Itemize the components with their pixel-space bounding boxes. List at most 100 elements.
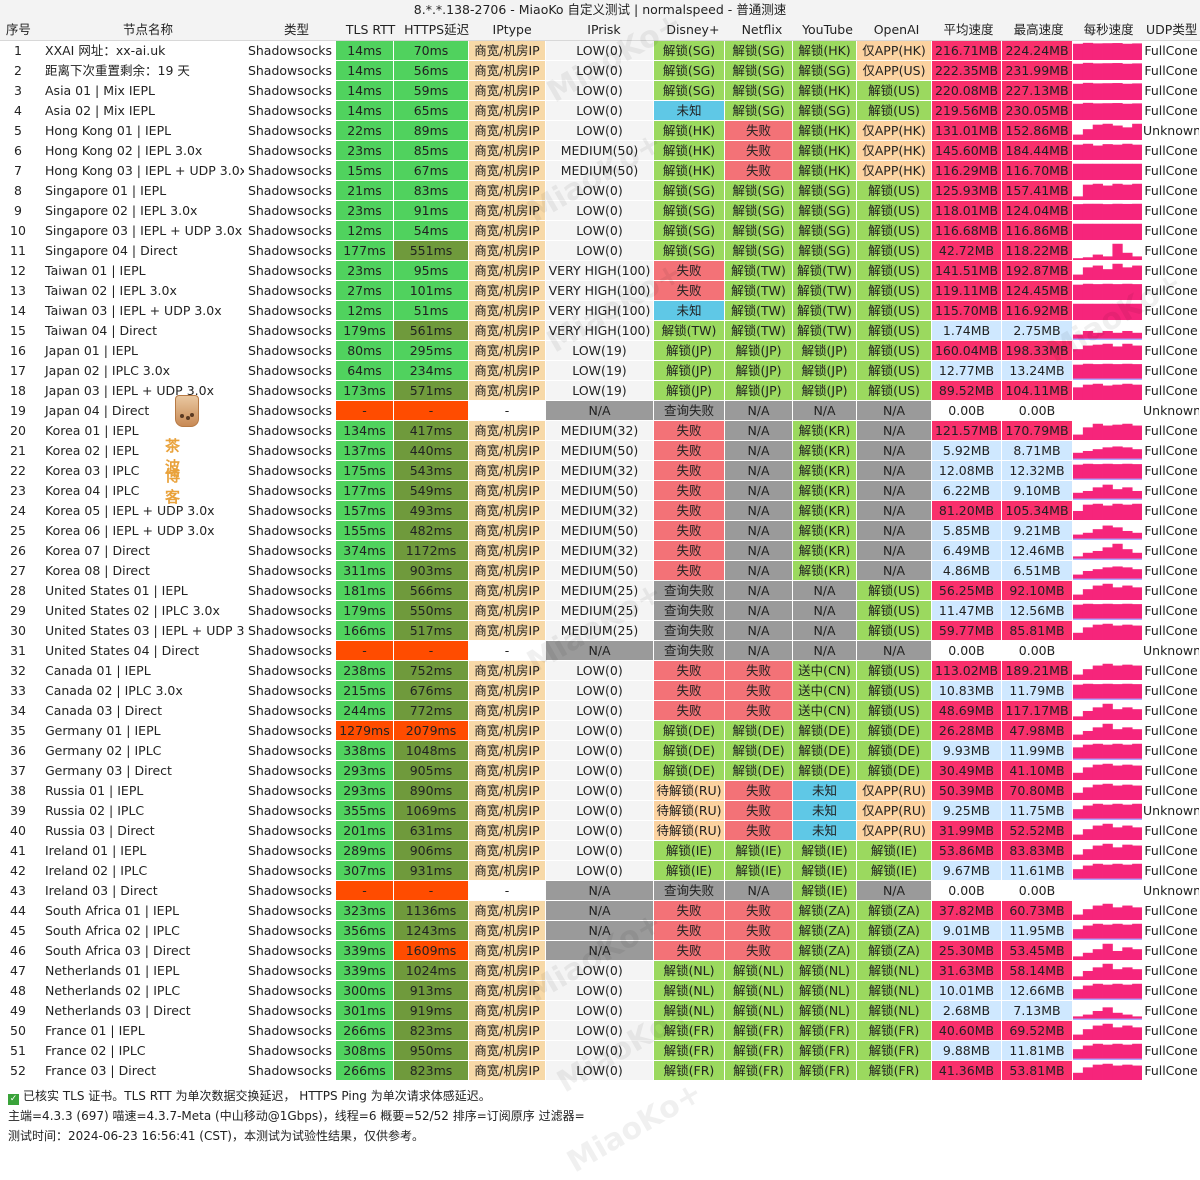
cell-udp-type: Unknown (1143, 801, 1200, 821)
cell-youtube: 解锁(SG) (793, 61, 857, 81)
sparkline-bar (1102, 547, 1113, 560)
sparkline-bar (1132, 803, 1142, 820)
sparkline-bar (1102, 144, 1113, 160)
sparkline-bar (1122, 1014, 1133, 1020)
cell-disney: 失败 (654, 941, 725, 961)
cell-netflix: N/A (725, 421, 793, 441)
cell-index: 28 (0, 581, 37, 601)
sparkline-bar (1082, 62, 1094, 80)
cell-ip-type: 商宽/机房IP (469, 861, 546, 881)
cell-https-latency: - (394, 401, 469, 421)
header-disney: Disney+ (666, 22, 720, 37)
cell-udp-type: FullCone (1143, 521, 1200, 541)
cell-ip-type: 商宽/机房IP (469, 761, 546, 781)
cell-youtube: 解锁(KR) (793, 481, 857, 501)
cell-tls-rtt: 14ms (336, 81, 394, 101)
sparkline-bar (1092, 923, 1103, 940)
cell-disney: 待解锁(RU) (654, 801, 725, 821)
sparkline-bar (1073, 792, 1084, 800)
cell-netflix: N/A (725, 401, 793, 421)
cell-index: 3 (0, 81, 37, 101)
cell-netflix: 解锁(SG) (725, 241, 793, 261)
cell-netflix: 解锁(NL) (725, 961, 793, 981)
cell-ip-risk: LOW(0) (546, 81, 654, 101)
cell-youtube: N/A (793, 581, 857, 601)
sparkline-bar (1102, 603, 1113, 620)
sparkline-bar (1132, 569, 1142, 580)
cell-https-latency: 234ms (394, 361, 469, 381)
cell-ip-type: 商宽/机房IP (469, 741, 546, 761)
sparkline-bar (1102, 185, 1113, 200)
cell-netflix: 解锁(SG) (725, 41, 793, 61)
cell-youtube: 解锁(ZA) (793, 901, 857, 921)
table-row: 31 United States 04 | Direct Shadowsocks - -… (0, 641, 1200, 661)
sparkline-bar (1073, 303, 1084, 320)
cell-avg-speed: 0.00B (932, 641, 1002, 661)
sparkline-bar (1073, 510, 1084, 520)
cell-node-name: Ireland 03 | Direct (37, 881, 245, 901)
sparkline-bar (1092, 550, 1103, 560)
sparkline-bar (1082, 1067, 1094, 1080)
cell-youtube: 解锁(SG) (793, 181, 857, 201)
cell-openai: N/A (857, 481, 932, 501)
cell-disney: 解锁(SG) (654, 81, 725, 101)
sparkline-bar (1073, 1049, 1084, 1060)
cell-per-second-speed (1073, 61, 1143, 81)
sparkline-bar (1122, 947, 1133, 960)
sparkline-bar (1092, 784, 1103, 800)
cell-netflix: 失败 (725, 141, 793, 161)
cell-avg-speed: 6.22MB (932, 481, 1002, 501)
sparkline-bar (1112, 923, 1123, 940)
cell-https-latency: - (394, 881, 469, 901)
cell-ip-risk: VERY HIGH(100) (546, 281, 654, 301)
cell-ip-risk: LOW(19) (546, 381, 654, 401)
sparkline-bar (1112, 346, 1123, 360)
cell-openai: N/A (857, 401, 932, 421)
cell-per-second-speed (1073, 621, 1143, 641)
cell-youtube: N/A (793, 621, 857, 641)
cell-node-name: Singapore 02 | IEPL 3.0x (37, 201, 245, 221)
cell-udp-type: FullCone (1143, 1041, 1200, 1061)
table-row: 19 Japan 04 | Direct Shadowsocks - - - N/A 查询失败… (0, 401, 1200, 421)
cell-type: Shadowsocks (245, 641, 336, 661)
cell-avg-speed: 10.01MB (932, 981, 1002, 1001)
cell-node-name: South Africa 01 | IEPL (37, 901, 245, 921)
cell-udp-type: FullCone (1143, 321, 1200, 341)
sparkline-bar (1122, 1025, 1133, 1040)
sparkline-bar (1082, 129, 1094, 140)
sparkline-bar (1132, 532, 1142, 540)
sparkline-bar (1112, 907, 1123, 920)
cell-https-latency: 931ms (394, 861, 469, 881)
cell-max-speed: 13.24MB (1002, 361, 1073, 381)
cell-index: 31 (0, 641, 37, 661)
cell-disney: 解锁(NL) (654, 1001, 725, 1021)
sparkline-bar (1092, 743, 1103, 760)
cell-node-name: Singapore 03 | IEPL + UDP 3.0x (37, 221, 245, 241)
sparkline-bar (1082, 570, 1094, 580)
sparkline-bar (1132, 729, 1142, 740)
speed-sparkline (1073, 963, 1142, 980)
cell-per-second-speed (1073, 701, 1143, 721)
cell-avg-speed: 40.60MB (932, 1021, 1002, 1041)
sparkline-bar (1122, 549, 1133, 560)
cell-per-second-speed (1073, 101, 1143, 121)
sparkline-bar (1132, 503, 1142, 520)
sparkline-bar (1092, 364, 1103, 380)
cell-ip-type: 商宽/机房IP (469, 601, 546, 621)
cell-ip-risk: N/A (546, 901, 654, 921)
cell-openai: 解锁(US) (857, 261, 932, 281)
cell-tls-rtt: 300ms (336, 981, 394, 1001)
sparkline-bar (1132, 490, 1142, 500)
cell-tls-rtt: 173ms (336, 381, 394, 401)
cell-youtube: 解锁(IE) (793, 841, 857, 861)
sparkline-bar (1102, 256, 1113, 260)
cell-avg-speed: 30.49MB (932, 761, 1002, 781)
sparkline-bar (1132, 265, 1142, 280)
cell-ip-type: 商宽/机房IP (469, 441, 546, 461)
cell-ip-type: 商宽/机房IP (469, 521, 546, 541)
cell-https-latency: 51ms (394, 301, 469, 321)
cell-type: Shadowsocks (245, 461, 336, 481)
cell-netflix: 失败 (725, 161, 793, 181)
cell-per-second-speed (1073, 881, 1143, 901)
table-row: 25 Korea 06 | IEPL + UDP 3.0x Shadowsocks 1… (0, 521, 1200, 541)
